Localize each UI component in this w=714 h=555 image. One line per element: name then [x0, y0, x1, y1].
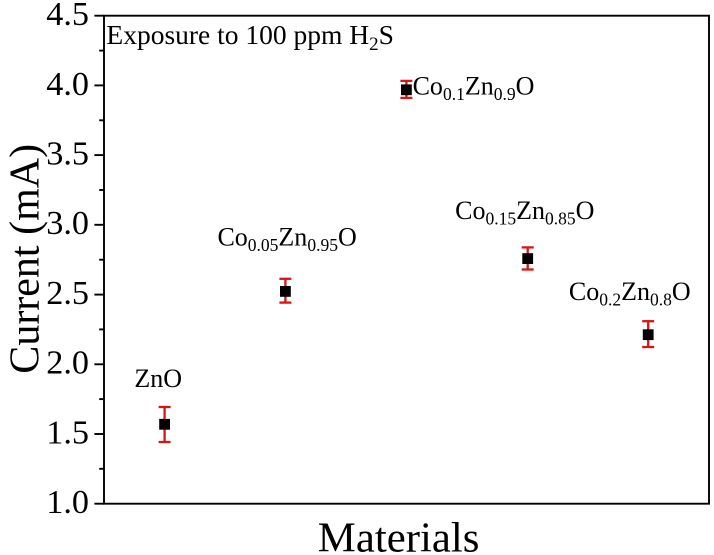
svg-text:2.0: 2.0 — [46, 345, 89, 382]
svg-text:Co0.1Zn0.9O: Co0.1Zn0.9O — [413, 72, 535, 105]
svg-text:3.0: 3.0 — [46, 205, 89, 242]
svg-text:Co0.2Zn0.8O: Co0.2Zn0.8O — [569, 277, 691, 310]
svg-text:2.5: 2.5 — [46, 275, 89, 312]
svg-text:4.0: 4.0 — [46, 66, 89, 103]
svg-text:Exposure to 100 ppm H2S: Exposure to 100 ppm H2S — [106, 19, 394, 55]
svg-text:4.5: 4.5 — [46, 0, 89, 33]
svg-text:Current (mA): Current (mA) — [3, 144, 49, 374]
svg-text:1.5: 1.5 — [46, 414, 89, 451]
svg-text:1.0: 1.0 — [46, 484, 89, 521]
svg-text:ZnO: ZnO — [134, 364, 182, 393]
svg-text:Materials: Materials — [318, 515, 480, 555]
svg-text:3.5: 3.5 — [46, 136, 89, 173]
